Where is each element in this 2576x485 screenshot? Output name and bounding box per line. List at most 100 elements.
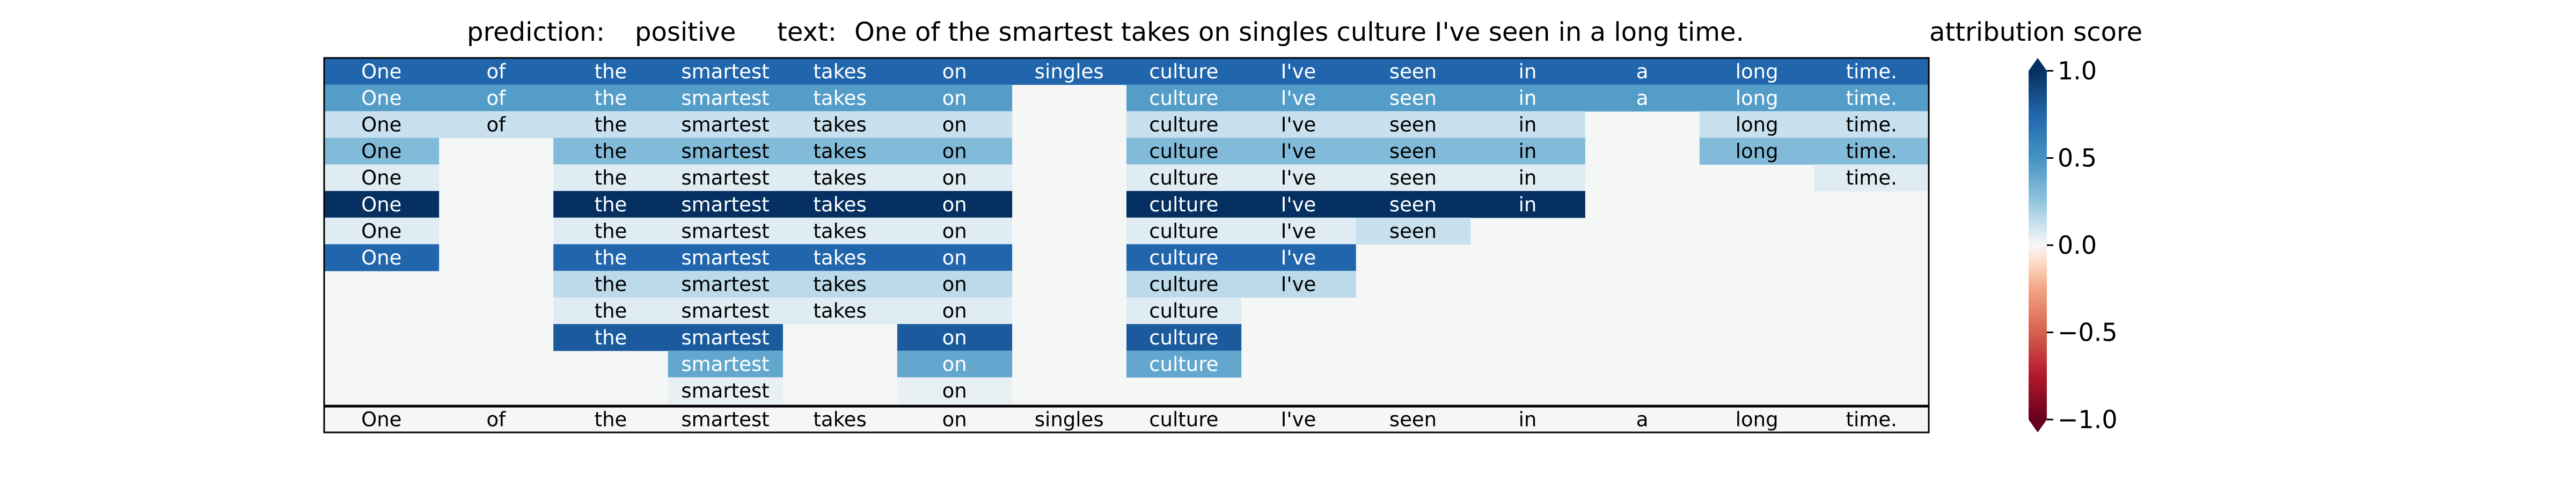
heatmap-cell — [1699, 137, 1815, 165]
heatmap-cell — [668, 270, 783, 298]
heatmap-cell — [1126, 270, 1242, 298]
heatmap-cell-label: seen — [1389, 166, 1437, 189]
heatmap-cell-label: smartest — [681, 86, 769, 109]
heatmap-cell — [1356, 137, 1471, 165]
heatmap-cell — [1470, 137, 1585, 165]
heatmap-cell — [668, 111, 783, 138]
heatmap-cell — [324, 191, 440, 218]
heatmap-cell-label: culture — [1149, 86, 1218, 109]
footer-token: takes — [813, 408, 866, 431]
heatmap-cell — [1356, 191, 1471, 218]
heatmap-cell — [668, 58, 783, 85]
heatmap-cell — [553, 244, 669, 271]
footer-token: singles — [1035, 408, 1104, 431]
heatmap-cell-label: seen — [1389, 113, 1437, 136]
heatmap-cell — [1356, 164, 1471, 192]
heatmap-cell — [782, 111, 898, 138]
heatmap-cell — [1126, 217, 1242, 245]
heatmap-cell-label: on — [942, 166, 967, 189]
heatmap-cell-label: seen — [1389, 140, 1437, 163]
heatmap-cell-label: on — [942, 326, 967, 349]
heatmap-cell — [1126, 137, 1242, 165]
heatmap-cell-label: One — [361, 193, 401, 216]
heatmap-cell — [1126, 164, 1242, 192]
footer-token-row: One of the smartest takes on singles culture I'v… — [361, 408, 1897, 431]
colorbar-extend-top — [2029, 58, 2047, 71]
heatmap-cell — [1699, 84, 1815, 112]
footer-token: time. — [1846, 408, 1897, 431]
footer-token: culture — [1149, 408, 1218, 431]
heatmap-cell-label: I've — [1280, 166, 1316, 189]
heatmap-cell — [1699, 58, 1815, 85]
heatmap-cell — [668, 191, 783, 218]
heatmap-cell-label: I've — [1280, 193, 1316, 216]
heatmap-cell-label: culture — [1149, 219, 1218, 242]
heatmap-cell-label: culture — [1149, 352, 1218, 376]
heatmap-cell — [438, 84, 554, 112]
heatmap-cell — [897, 244, 1013, 271]
colorbar-tick-label: −1.0 — [2058, 405, 2118, 434]
heatmap-cell — [782, 244, 898, 271]
heatmap-cell-label: long — [1736, 113, 1779, 136]
heatmap-cell-label: the — [595, 219, 627, 242]
heatmap-cell-label: long — [1736, 140, 1779, 163]
heatmap-cell-label: takes — [813, 113, 866, 136]
heatmap-cell — [1126, 297, 1242, 325]
heatmap-cell-label: smartest — [681, 326, 769, 349]
heatmap-cell-label: smartest — [681, 299, 769, 322]
heatmap-cell — [1241, 270, 1356, 298]
heatmap-cell-label: smartest — [681, 352, 769, 376]
heatmap-cell-label: in — [1519, 60, 1537, 83]
heatmap-cell-label: singles — [1035, 60, 1104, 83]
footer-token: smartest — [681, 408, 769, 431]
heatmap-cell — [897, 191, 1013, 218]
heatmap-cell — [553, 191, 669, 218]
heatmap-cell — [438, 58, 554, 85]
colorbar-tick-label: 0.5 — [2058, 144, 2097, 173]
heatmap-cell-label: on — [942, 140, 967, 163]
heatmap-cell-label: takes — [813, 60, 866, 83]
heatmap-cell — [1126, 324, 1242, 351]
heatmap-cell-label: One — [361, 246, 401, 269]
heatmap-cell — [782, 270, 898, 298]
heatmap-cell-label: I've — [1280, 113, 1316, 136]
heatmap-cell — [668, 164, 783, 192]
heatmap-cell — [553, 324, 669, 351]
heatmap-cell-label: the — [595, 326, 627, 349]
heatmap-cell-label: smartest — [681, 193, 769, 216]
heatmap-cell — [324, 217, 440, 245]
heatmap-cell — [1126, 191, 1242, 218]
heatmap-cell — [897, 137, 1013, 165]
colorbar-ticks: 1.0 0.5 0.0 −0.5 −1.0 — [2047, 56, 2118, 434]
heatmap-cell-label: in — [1519, 86, 1537, 109]
heatmap-cell — [1585, 58, 1700, 85]
heatmap-cell — [668, 324, 783, 351]
heatmap-cell — [1470, 191, 1585, 218]
heatmap-cell — [1814, 164, 1929, 192]
heatmap-cell — [1241, 58, 1356, 85]
heatmap-cell-label: long — [1736, 86, 1779, 109]
heatmap-cell — [897, 350, 1013, 378]
heatmap-cell-label: One — [361, 166, 401, 189]
heatmap-cell-label: of — [487, 86, 507, 109]
heatmap-cell-label: smartest — [681, 60, 769, 83]
heatmap-cell — [1126, 84, 1242, 112]
heatmap-cell — [1241, 191, 1356, 218]
heatmap-cell — [1699, 111, 1815, 138]
footer-token: of — [487, 408, 507, 431]
heatmap-cell-label: on — [942, 113, 967, 136]
heatmap-cell-label: smartest — [681, 219, 769, 242]
heatmap-cell — [782, 84, 898, 112]
heatmap-cell — [553, 297, 669, 325]
heatmap-cell — [324, 137, 440, 165]
heatmap-cell-label: takes — [813, 273, 866, 296]
heatmap-cell — [1012, 58, 1127, 85]
heatmap-cell — [324, 164, 440, 192]
heatmap-cell-label: on — [942, 246, 967, 269]
heatmap-cell-label: the — [595, 193, 627, 216]
footer-token: on — [942, 408, 967, 431]
heatmap-cell-label: takes — [813, 193, 866, 216]
heatmap-cell-label: culture — [1149, 193, 1218, 216]
heatmap-cell — [1356, 217, 1471, 245]
